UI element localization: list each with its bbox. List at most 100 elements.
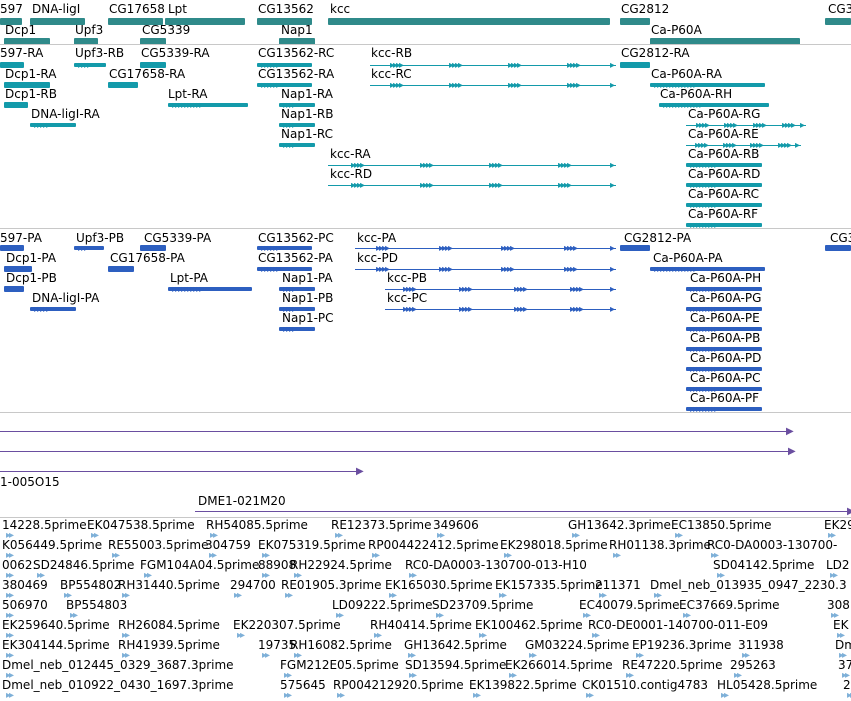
est-arrows: ▸▸ <box>408 650 416 661</box>
clone-span-line[interactable] <box>195 511 851 512</box>
est-arrows: ▸▸ <box>374 630 382 641</box>
feature-bar[interactable] <box>4 266 32 272</box>
est-arrows: ▸▸ <box>64 590 72 601</box>
feature-bar[interactable] <box>279 307 315 311</box>
feature-bar[interactable] <box>650 38 800 45</box>
feature-intron-line[interactable] <box>686 125 806 126</box>
feature-label: Ca-P60A-PC <box>690 371 761 385</box>
feature-bar[interactable] <box>4 38 50 45</box>
feature-bar[interactable] <box>140 38 166 45</box>
track-divider[interactable] <box>0 517 851 518</box>
track-divider[interactable] <box>0 44 851 45</box>
feature-bar[interactable] <box>686 307 762 311</box>
est-label: 211371 <box>595 578 641 592</box>
feature-bar[interactable] <box>686 163 762 167</box>
feature-bar[interactable] <box>620 245 650 251</box>
feature-intron-line[interactable] <box>385 309 616 310</box>
feature-label: Nap1-RA <box>281 87 333 101</box>
feature-label: CG5339-RA <box>141 46 210 60</box>
feature-bar[interactable] <box>686 347 762 351</box>
clone-track: ▶ ▶ ▶ 1-005O15 ▶ DME1-021M20 <box>0 427 851 517</box>
feature-bar[interactable] <box>140 245 166 251</box>
est-label: LD2 <box>826 558 850 572</box>
feature-bar[interactable] <box>168 287 252 291</box>
feature-label: Dcp1-RA <box>5 67 57 81</box>
feature-bar[interactable] <box>257 83 312 87</box>
feature-bar[interactable] <box>108 82 138 88</box>
strand-arrows: ▸▸▸▸▸▸▸▸▸▸ <box>172 284 204 295</box>
feature-intron-line[interactable] <box>370 85 616 86</box>
feature-intron-line[interactable] <box>385 289 616 290</box>
feature-bar[interactable] <box>108 18 163 25</box>
feature-bar[interactable] <box>4 102 28 108</box>
feature-label: Dcp1-PB <box>6 271 57 285</box>
feature-bar[interactable] <box>650 83 765 87</box>
feature-label: CG17658-RA <box>109 67 186 81</box>
feature-bar[interactable] <box>686 387 762 391</box>
est-arrows: ▸▸ <box>237 630 245 641</box>
feature-bar[interactable] <box>30 18 85 25</box>
feature-bar[interactable] <box>0 62 24 68</box>
feature-intron-line[interactable] <box>328 185 616 186</box>
feature-bar[interactable] <box>620 62 650 68</box>
feature-bar[interactable] <box>257 246 312 250</box>
feature-bar[interactable] <box>0 245 24 251</box>
est-arrows: ▸▸ <box>572 530 580 541</box>
feature-bar[interactable] <box>4 82 50 88</box>
strand-arrow: ▸ <box>610 160 615 171</box>
feature-bar[interactable] <box>659 103 769 107</box>
track-divider[interactable] <box>0 228 851 229</box>
est-arrows: ▸▸ <box>847 690 851 701</box>
feature-bar[interactable] <box>30 123 76 127</box>
feature-bar[interactable] <box>650 267 765 271</box>
feature-intron-line[interactable] <box>355 248 616 249</box>
feature-intron-line[interactable] <box>328 165 616 166</box>
feature-bar[interactable] <box>279 287 315 291</box>
exon-arrows: ▸▸▸▸ <box>750 140 764 151</box>
feature-bar[interactable] <box>257 267 312 271</box>
feature-bar[interactable] <box>279 123 315 127</box>
feature-bar[interactable] <box>686 223 762 227</box>
feature-bar[interactable] <box>620 18 650 25</box>
feature-bar[interactable] <box>825 245 851 251</box>
feature-label: Ca-P60A-RF <box>688 207 759 221</box>
feature-bar[interactable] <box>686 183 762 187</box>
feature-bar[interactable] <box>257 18 312 25</box>
feature-label: Upf3 <box>75 23 104 37</box>
est-label: Dmel_neb_013935_0947_2230.3 <box>650 578 847 592</box>
feature-bar[interactable] <box>279 38 315 45</box>
clone-span-line[interactable] <box>0 431 790 432</box>
feature-bar[interactable] <box>686 367 762 371</box>
est-arrows: ▸▸ <box>828 530 836 541</box>
feature-bar[interactable] <box>686 327 762 331</box>
clone-span-line[interactable] <box>0 451 792 452</box>
feature-bar[interactable] <box>279 327 315 331</box>
feature-bar[interactable] <box>4 286 24 292</box>
feature-bar[interactable] <box>257 63 312 67</box>
clone-span-line[interactable] <box>0 471 360 472</box>
feature-bar[interactable] <box>0 18 22 25</box>
track-divider[interactable] <box>0 412 851 413</box>
feature-bar[interactable] <box>108 266 134 272</box>
feature-bar[interactable] <box>74 63 106 67</box>
feature-bar[interactable] <box>74 246 104 250</box>
est-label: EK047538.5prime <box>87 518 195 532</box>
est-arrows: ▸▸ <box>210 530 218 541</box>
feature-bar[interactable] <box>74 38 98 45</box>
feature-intron-line[interactable] <box>370 65 616 66</box>
feature-bar[interactable] <box>825 18 851 25</box>
feature-bar[interactable] <box>686 407 762 411</box>
feature-intron-line[interactable] <box>355 269 616 270</box>
feature-bar[interactable] <box>168 103 248 107</box>
feature-bar[interactable] <box>140 62 166 68</box>
feature-bar[interactable] <box>279 143 315 147</box>
feature-bar[interactable] <box>686 203 762 207</box>
feature-bar[interactable] <box>30 307 76 311</box>
feature-bar[interactable] <box>165 18 245 25</box>
feature-intron-line[interactable] <box>686 145 801 146</box>
feature-bar[interactable] <box>279 103 315 107</box>
feature-bar[interactable] <box>328 18 610 25</box>
feature-bar[interactable] <box>686 287 762 291</box>
feature-label: Ca-P60A-RC <box>688 187 759 201</box>
